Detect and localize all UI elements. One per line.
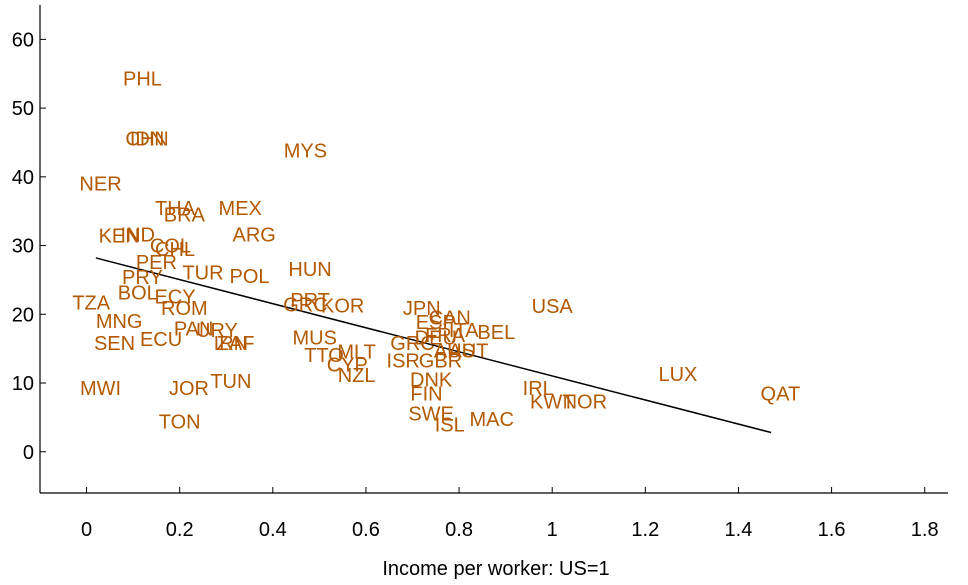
- point-label-aus: AUS: [434, 341, 475, 363]
- x-tick-label: 0.6: [352, 519, 380, 541]
- y-ticks: 0 10 20 30 40 50 60: [12, 29, 46, 464]
- y-tick-label: 10: [12, 373, 34, 395]
- fit-line: [95, 257, 772, 434]
- y-tick-label: 30: [12, 236, 34, 258]
- point-label-can: CAN: [429, 308, 471, 330]
- point-label-col: COL: [150, 236, 191, 258]
- point-label-esp: ESP: [416, 312, 456, 334]
- point-label-per: PER: [136, 252, 177, 274]
- x-tick-label: 0.4: [259, 519, 287, 541]
- y-tick-label: 50: [12, 98, 34, 120]
- x-tick-label: 1.4: [725, 519, 753, 541]
- point-label-dnk: DNK: [410, 370, 453, 392]
- point-label-mys: MYS: [284, 141, 327, 163]
- point-label-irl: IRL: [523, 378, 554, 400]
- point-label-tza: TZA: [72, 293, 110, 315]
- point-label-jor: JOR: [169, 378, 209, 400]
- point-label-nzl: NZL: [338, 365, 376, 387]
- axes: [39, 5, 948, 494]
- point-label-zaf: ZAF: [217, 333, 255, 355]
- point-label-arg: ARG: [233, 225, 276, 247]
- x-tick-label: 1: [547, 519, 558, 541]
- point-label-sen: SEN: [94, 333, 135, 355]
- point-label-nor: NOR: [563, 392, 607, 414]
- y-tick-label: 40: [12, 167, 34, 189]
- point-label-qat: QAT: [761, 383, 801, 405]
- x-ticks: 0 0.2 0.4 0.6 0.8 1 1.2 1.4 1.6 1.8: [81, 487, 939, 541]
- point-label-chn: CHN: [125, 128, 168, 150]
- point-label-ury: URY: [196, 320, 238, 342]
- point-label-cyp: CYP: [327, 354, 368, 376]
- point-label-deu: DEU: [415, 328, 457, 350]
- point-label-pan: PAN: [174, 319, 214, 341]
- point-label-aut: AUT: [448, 341, 488, 363]
- point-label-bol: BOL: [118, 282, 158, 304]
- point-label-tur: TUR: [182, 262, 223, 284]
- point-label-ecy: ECY: [154, 286, 195, 308]
- point-label-isl: ISL: [435, 414, 465, 436]
- x-tick-label: 1.2: [631, 519, 659, 541]
- point-label-ken: KEN: [99, 225, 140, 247]
- x-tick-label: 0.8: [445, 519, 473, 541]
- point-label-ind: IND: [121, 225, 155, 247]
- x-tick-label: 1.8: [911, 519, 939, 541]
- point-label-grc: GRC: [283, 295, 327, 317]
- point-label-irn: IRN: [214, 333, 248, 355]
- point-label-hun: HUN: [288, 259, 331, 281]
- point-label-mlt: MLT: [337, 341, 376, 363]
- point-label-bra: BRA: [164, 205, 206, 227]
- point-label-bel: BEL: [477, 322, 515, 344]
- x-tick-label: 1.6: [818, 519, 846, 541]
- point-label-grc: GRC: [390, 333, 434, 355]
- point-label-kor: KOR: [321, 295, 364, 317]
- point-label-tto: TTO: [304, 345, 344, 367]
- point-label-ton: TON: [159, 412, 201, 434]
- point-label-prt: PRT: [290, 290, 330, 312]
- point-label-kwt: KWT: [530, 392, 574, 414]
- point-label-chl: CHL: [155, 239, 195, 261]
- point-label-phl: PHL: [123, 69, 162, 91]
- x-axis-title: Income per worker: US=1: [382, 558, 609, 580]
- point-label-lux: LUX: [658, 364, 697, 386]
- point-label-tha: THA: [155, 198, 196, 220]
- point-label-ner: NER: [79, 174, 121, 196]
- point-label-mng: MNG: [96, 311, 143, 333]
- y-tick-label: 0: [23, 442, 34, 464]
- point-label-ita: ITA: [449, 320, 479, 342]
- y-tick-label: 60: [12, 29, 34, 51]
- point-label-mwi: MWI: [80, 378, 121, 400]
- point-label-mac: MAC: [469, 409, 513, 431]
- point-label-swe: SWE: [408, 403, 454, 425]
- point-label-pry: PRY: [122, 267, 163, 289]
- point-label-isr: ISR: [387, 350, 420, 372]
- x-tick-label: 0.2: [166, 519, 194, 541]
- y-tick-label: 20: [12, 304, 34, 326]
- point-label-tun: TUN: [210, 371, 251, 393]
- point-label-jpn: JPN: [403, 298, 441, 320]
- x-tick-label: 0: [81, 519, 92, 541]
- point-label-rom: ROM: [161, 298, 208, 320]
- point-label-idn: IDN: [130, 128, 164, 150]
- point-label-ecu: ECU: [140, 329, 182, 351]
- point-label-fra: FRA: [425, 325, 466, 347]
- point-label-usa: USA: [532, 296, 574, 318]
- point-label-mus: MUS: [293, 328, 337, 350]
- point-label-mex: MEX: [219, 198, 262, 220]
- point-label-gbr: GBR: [419, 350, 462, 372]
- point-label-pol: POL: [230, 266, 270, 288]
- point-label-fin: FIN: [410, 383, 442, 405]
